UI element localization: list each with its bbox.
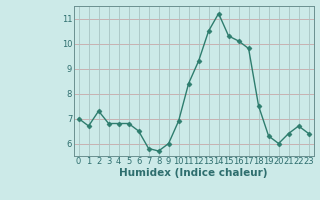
X-axis label: Humidex (Indice chaleur): Humidex (Indice chaleur)	[119, 168, 268, 178]
